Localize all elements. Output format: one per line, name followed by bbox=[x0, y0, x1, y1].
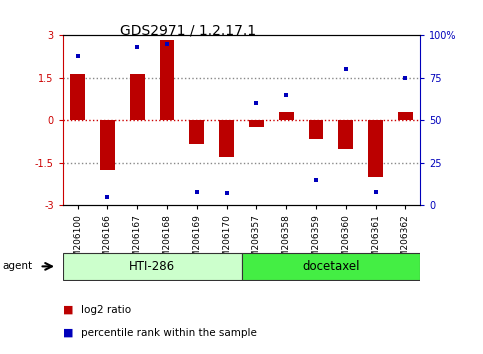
Text: agent: agent bbox=[2, 261, 32, 272]
Text: GDS2971 / 1.2.17.1: GDS2971 / 1.2.17.1 bbox=[120, 23, 256, 37]
Text: HTI-286: HTI-286 bbox=[129, 260, 175, 273]
Bar bbox=[249, 120, 264, 127]
Bar bbox=[70, 74, 85, 120]
Bar bbox=[189, 120, 204, 144]
Text: ■: ■ bbox=[63, 328, 73, 338]
Text: percentile rank within the sample: percentile rank within the sample bbox=[81, 328, 257, 338]
Text: log2 ratio: log2 ratio bbox=[81, 305, 131, 315]
Bar bbox=[100, 120, 115, 170]
FancyBboxPatch shape bbox=[63, 253, 242, 280]
Bar bbox=[309, 120, 324, 139]
Bar bbox=[398, 112, 413, 120]
Bar bbox=[338, 120, 353, 149]
FancyBboxPatch shape bbox=[242, 253, 420, 280]
Bar bbox=[368, 120, 383, 177]
Text: docetaxel: docetaxel bbox=[302, 260, 360, 273]
Text: ■: ■ bbox=[63, 305, 73, 315]
Bar bbox=[219, 120, 234, 157]
Bar bbox=[130, 74, 145, 120]
Bar bbox=[279, 112, 294, 120]
Bar bbox=[159, 40, 174, 120]
